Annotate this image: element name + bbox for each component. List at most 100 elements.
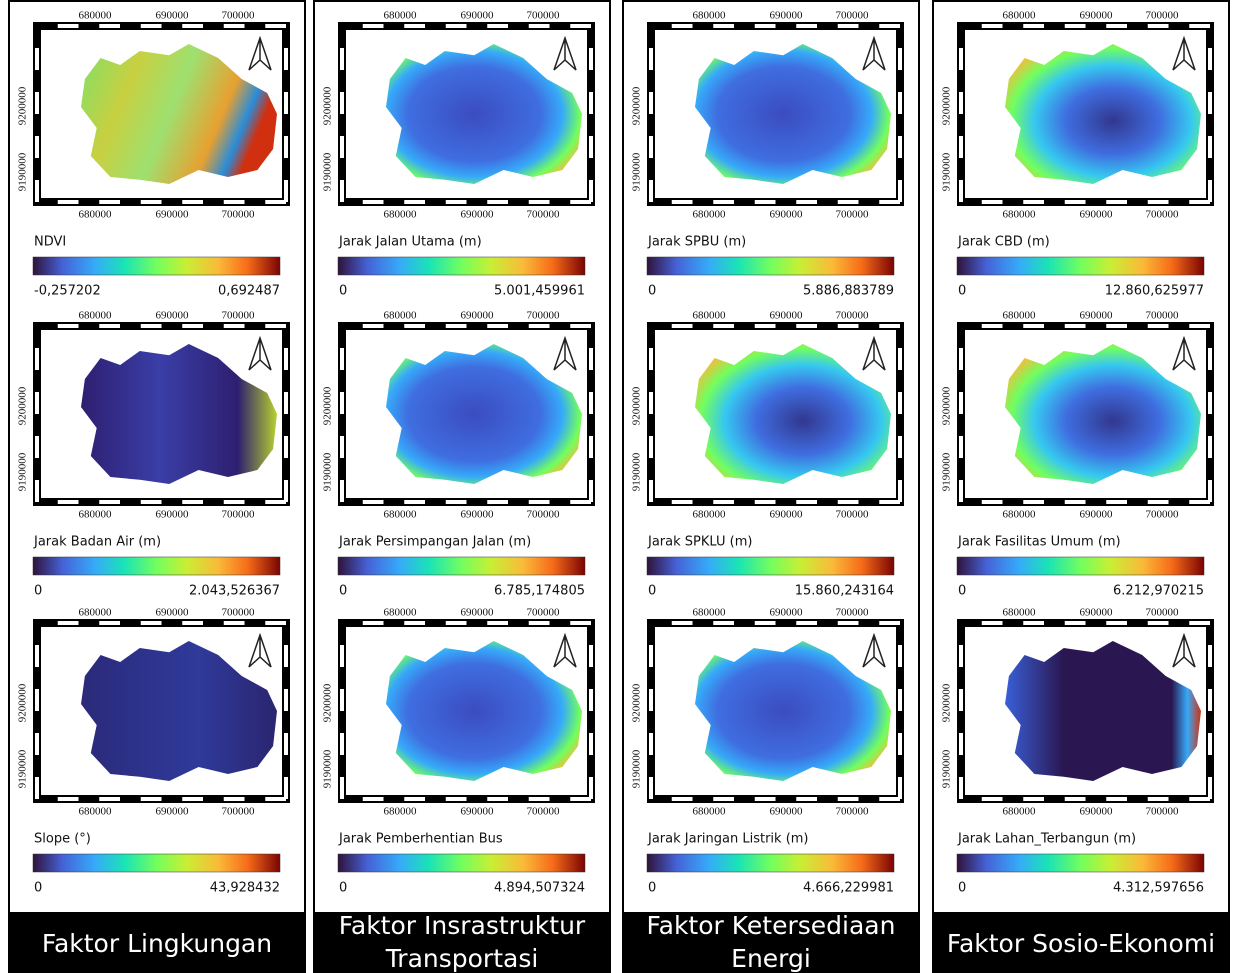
frame-seg <box>589 392 593 414</box>
frame-seg <box>182 324 203 328</box>
legend-label: NDVI <box>34 235 66 250</box>
frame-seg <box>672 200 693 204</box>
frame-seg <box>363 24 384 28</box>
legend-min: 0 <box>34 584 42 599</box>
frame-seg <box>1023 324 1044 328</box>
frame-seg <box>755 324 776 328</box>
x-tick-label: 690000 <box>156 509 190 521</box>
x-tick-label: 690000 <box>1080 607 1114 619</box>
frame-seg <box>649 645 653 667</box>
frame-seg <box>182 621 203 625</box>
colorbar <box>338 854 585 872</box>
colorbar <box>338 257 585 275</box>
x-tick-label: 700000 <box>222 607 256 619</box>
frame-seg <box>959 733 963 755</box>
frame-seg <box>284 180 288 202</box>
legend-min: 0 <box>958 881 966 896</box>
frame-seg <box>1065 324 1086 328</box>
legend-min: 0 <box>339 881 347 896</box>
frame-seg <box>589 48 593 70</box>
frame-seg <box>363 500 384 504</box>
frame-seg <box>982 500 1003 504</box>
frame-seg <box>879 200 900 204</box>
frame-seg <box>982 324 1003 328</box>
legend-min: 0 <box>648 881 656 896</box>
frame-seg <box>529 621 550 625</box>
frame-seg <box>589 645 593 667</box>
frame-seg <box>796 621 817 625</box>
frame-seg <box>713 797 734 801</box>
frame-seg <box>713 200 734 204</box>
legend-label: Jarak Persimpangan Jalan (m) <box>338 535 531 550</box>
colorbar <box>647 557 894 575</box>
frame-seg <box>35 92 39 114</box>
frame-seg <box>529 797 550 801</box>
x-tick-label: 700000 <box>527 509 561 521</box>
frame-seg <box>982 621 1003 625</box>
x-tick-label: 700000 <box>527 209 561 221</box>
y-tick-label: 9200000 <box>941 386 953 425</box>
x-tick-label: 690000 <box>156 10 190 22</box>
frame-seg <box>879 797 900 801</box>
frame-seg <box>340 348 344 370</box>
frame-seg <box>959 348 963 370</box>
frame-seg <box>755 24 776 28</box>
frame-seg <box>755 797 776 801</box>
frame-seg <box>898 645 902 667</box>
frame-seg <box>529 24 550 28</box>
frame-seg <box>529 324 550 328</box>
frame-seg <box>713 500 734 504</box>
frame-seg <box>404 797 425 801</box>
y-tick-label: 9200000 <box>941 86 953 125</box>
colorbar <box>33 257 280 275</box>
legend-max: 12.860,625977 <box>1105 284 1204 299</box>
frame-seg <box>1106 621 1127 625</box>
y-tick-label: 9200000 <box>17 86 29 125</box>
legend-min: 0 <box>34 881 42 896</box>
frame-seg <box>284 689 288 711</box>
x-tick-label: 690000 <box>770 509 804 521</box>
x-tick-label: 680000 <box>693 607 727 619</box>
frame-seg <box>982 797 1003 801</box>
y-tick-label: 9190000 <box>941 749 953 788</box>
frame-seg <box>1208 645 1212 667</box>
frame-seg <box>879 500 900 504</box>
frame-seg <box>713 621 734 625</box>
frame-seg <box>796 500 817 504</box>
frame-seg <box>879 24 900 28</box>
x-tick-label: 700000 <box>527 310 561 322</box>
legend-min: 0 <box>958 584 966 599</box>
frame-seg <box>1189 200 1210 204</box>
frame-seg <box>99 621 120 625</box>
frame-seg <box>340 777 344 799</box>
frame-seg <box>649 348 653 370</box>
y-tick-label: 9200000 <box>322 683 334 722</box>
x-tick-label: 690000 <box>770 10 804 22</box>
frame-seg <box>284 436 288 458</box>
frame-seg <box>1023 500 1044 504</box>
x-tick-label: 680000 <box>79 509 113 521</box>
frame-seg <box>838 24 859 28</box>
x-tick-label: 700000 <box>836 806 870 818</box>
legend-label: Jarak Lahan_Terbangun (m) <box>957 832 1136 847</box>
legend-label: Jarak Pemberhentian Bus <box>338 832 503 847</box>
frame-seg <box>340 436 344 458</box>
x-tick-label: 690000 <box>1080 509 1114 521</box>
frame-seg <box>265 200 286 204</box>
x-tick-label: 680000 <box>384 607 418 619</box>
legend-label: Jarak SPKLU (m) <box>647 535 752 550</box>
frame-seg <box>99 797 120 801</box>
frame-seg <box>589 180 593 202</box>
legend-max: 43,928432 <box>210 881 280 896</box>
frame-seg <box>141 24 162 28</box>
frame-seg <box>982 200 1003 204</box>
frame-seg <box>1106 797 1127 801</box>
legend-min: -0,257202 <box>34 284 101 299</box>
legend-label: Jarak CBD (m) <box>957 235 1050 250</box>
frame-seg <box>838 621 859 625</box>
frame-seg <box>1208 180 1212 202</box>
x-tick-label: 690000 <box>770 209 804 221</box>
x-tick-label: 680000 <box>79 310 113 322</box>
frame-seg <box>649 733 653 755</box>
frame-seg <box>1208 436 1212 458</box>
